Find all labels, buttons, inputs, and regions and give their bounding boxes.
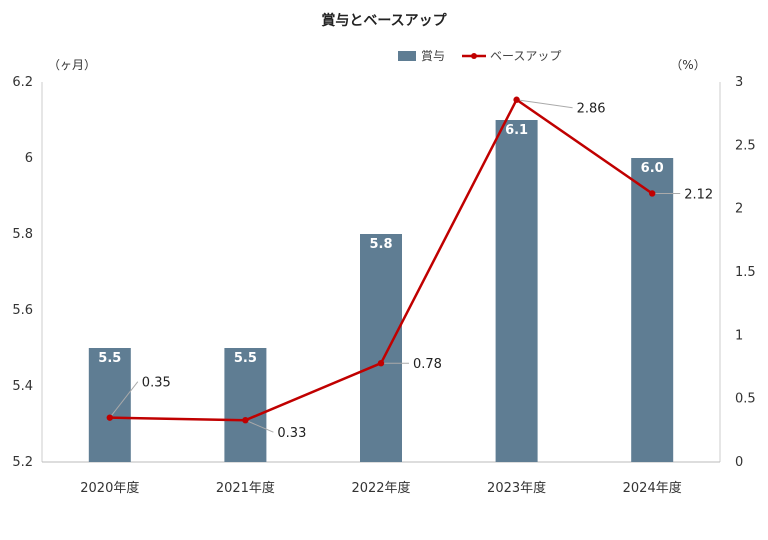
- line-value-label: 2.12: [684, 187, 713, 202]
- left-axis-unit: （ヶ月）: [48, 58, 96, 72]
- x-tick-label: 2024年度: [623, 480, 682, 496]
- line-series: 0.35 0.33 0.78 2.86 2.12: [106, 96, 713, 441]
- left-tick-label: 6.2: [12, 75, 33, 90]
- bar-value-label: 6.0: [641, 161, 664, 176]
- line-marker: [106, 414, 114, 421]
- x-axis-labels: 2020年度 2021年度 2022年度 2023年度 2024年度: [80, 480, 681, 496]
- right-tick-label: 0.5: [735, 392, 756, 407]
- x-tick-label: 2023年度: [487, 480, 546, 496]
- x-tick-label: 2020年度: [80, 480, 139, 496]
- bar-value-label: 5.5: [98, 351, 121, 366]
- right-tick-label: 2: [735, 202, 743, 217]
- right-tick-label: 1.5: [735, 265, 756, 280]
- line-marker: [242, 417, 249, 424]
- line-value-label: 2.86: [577, 102, 606, 117]
- x-tick-label: 2021年度: [216, 480, 275, 496]
- bar: [360, 234, 402, 462]
- legend-bar-label: 賞与: [421, 49, 445, 63]
- chart-title: 賞与とベースアップ: [321, 12, 447, 29]
- legend-line-label: ベースアップ: [490, 49, 561, 63]
- line-marker: [377, 360, 385, 367]
- right-tick-label: 0: [735, 455, 743, 470]
- line-label-leader: [516, 99, 573, 109]
- line-value-label: 0.35: [142, 376, 171, 391]
- line-value-label: 0.78: [413, 357, 442, 372]
- line-marker: [513, 96, 520, 103]
- bar-series: 5.5 5.5 5.8 6.1 6.0: [88, 120, 674, 462]
- bar-value-label: 6.1: [505, 123, 528, 138]
- right-axis-unit: （%）: [670, 58, 705, 72]
- line-label-leader: [245, 419, 274, 433]
- left-tick-label: 5.6: [12, 303, 33, 318]
- bar: [631, 158, 674, 462]
- left-tick-label: 5.8: [12, 227, 33, 242]
- bar: [224, 348, 267, 462]
- line-value-label: 0.33: [277, 426, 306, 441]
- left-axis-ticks: 5.2 5.4 5.6 5.8 6 6.2: [12, 75, 33, 470]
- bar-value-label: 5.5: [234, 351, 257, 366]
- left-tick-label: 6: [25, 151, 33, 166]
- legend-line-marker: [471, 53, 477, 59]
- legend-bar-swatch: [398, 51, 416, 61]
- right-tick-label: 2.5: [735, 138, 756, 153]
- line-label-leader: [109, 381, 139, 418]
- bar: [495, 120, 538, 462]
- legend: 賞与 ベースアップ: [398, 49, 561, 63]
- left-tick-label: 5.2: [12, 455, 33, 470]
- right-tick-label: 3: [735, 75, 743, 90]
- line-marker: [649, 190, 656, 197]
- bar: [88, 348, 131, 462]
- x-tick-label: 2022年度: [351, 480, 410, 496]
- right-tick-label: 1: [735, 328, 743, 343]
- right-axis-ticks: 0 0.5 1 1.5 2 2.5 3: [735, 75, 756, 470]
- bar-value-label: 5.8: [369, 237, 392, 252]
- left-tick-label: 5.4: [12, 379, 33, 394]
